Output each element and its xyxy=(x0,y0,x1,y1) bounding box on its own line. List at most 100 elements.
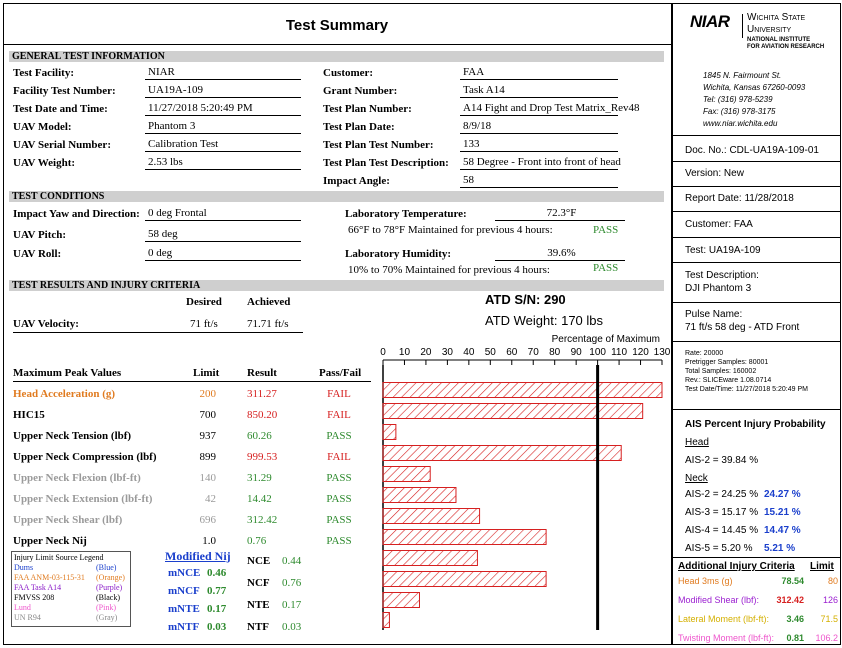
legend-color-tag: (Gray) xyxy=(96,613,118,622)
legend-entry: Lund (Pink) xyxy=(14,603,128,613)
temperature-status: PASS xyxy=(593,224,619,236)
col-header-underline xyxy=(13,381,371,382)
row-limit: 696 xyxy=(199,514,217,526)
bar xyxy=(382,445,622,461)
row-status: FAIL xyxy=(327,388,351,400)
total-samples: Total Samples: 160002 xyxy=(685,368,757,375)
criteria-value: 0.81 xyxy=(786,633,804,643)
niar-logo: NIAR xyxy=(690,12,730,31)
x-tick-label: 40 xyxy=(463,347,475,358)
row-status: PASS xyxy=(326,514,352,526)
general-label: Test Plan Test Description: xyxy=(323,157,449,169)
bar xyxy=(382,403,644,419)
col-header-status: Pass/Fail xyxy=(319,367,362,379)
row-limit: 937 xyxy=(199,430,217,442)
divider xyxy=(673,186,841,187)
general-label: UAV Weight: xyxy=(13,157,76,169)
doc-number: Doc. No.: CDL-UA19A-109-01 xyxy=(685,145,819,156)
divider xyxy=(673,211,841,212)
criteria-value: 312.42 xyxy=(776,595,804,605)
yaw-value: 0 deg Frontal xyxy=(145,207,301,221)
pulse-label: Pulse Name: xyxy=(685,309,743,320)
bar xyxy=(382,550,478,566)
row-status: PASS xyxy=(326,493,352,505)
row-limit: 1.0 xyxy=(202,535,216,547)
general-label: Impact Angle: xyxy=(323,175,390,187)
achieved-header: Achieved xyxy=(247,296,291,308)
test-info: Test: UA19A-109 xyxy=(685,245,761,256)
general-value: Phantom 3 xyxy=(145,120,301,134)
legend-entry: UN R94 (Gray) xyxy=(14,613,128,623)
test-description: DJI Phantom 3 xyxy=(685,283,752,294)
general-label: Test Facility: xyxy=(13,67,74,79)
pretrigger-samples: Pretrigger Samples: 80001 xyxy=(685,359,769,366)
pulse-name: 71 ft/s 58 deg - ATD Front xyxy=(685,322,800,333)
ais-head-label: Head xyxy=(685,437,709,448)
nij-label: NTF xyxy=(247,621,269,633)
general-label: Customer: xyxy=(323,67,374,79)
x-tick-label: 0 xyxy=(380,347,386,358)
legend-color-tag: (Black) xyxy=(96,593,120,602)
bar xyxy=(382,382,663,398)
nij-value: 0.76 xyxy=(282,577,302,589)
general-label: Grant Number: xyxy=(323,85,398,97)
row-result: 312.42 xyxy=(247,514,278,526)
version: Version: New xyxy=(685,168,744,179)
modified-nij-title: Modified Nij xyxy=(165,549,231,563)
bar xyxy=(382,508,481,524)
bar xyxy=(382,466,431,482)
humidity-label: Laboratory Humidity: xyxy=(345,248,452,260)
criteria-value: 3.46 xyxy=(786,614,804,624)
legend-entry: FAA Task A14 (Purple) xyxy=(14,583,128,593)
nij-label: mNCE xyxy=(168,567,201,579)
row-limit: 200 xyxy=(199,388,217,400)
x-tick-label: 10 xyxy=(399,347,411,358)
general-value: Task A14 xyxy=(460,84,618,98)
results-section-header: TEST RESULTS AND INJURY CRITERIA xyxy=(9,280,664,291)
legend-source: UN R94 xyxy=(14,613,41,622)
velocity-desired: 71 ft/s xyxy=(190,318,218,330)
row-status: FAIL xyxy=(327,451,351,463)
row-name: Upper Neck Compression (lbf) xyxy=(13,451,157,463)
col-header-name: Maximum Peak Values xyxy=(13,367,122,379)
university-name-line2: University xyxy=(747,24,792,35)
row-status: PASS xyxy=(326,535,352,547)
general-value: 58 Degree - Front into front of head xyxy=(460,156,621,170)
criteria-limit: 71.5 xyxy=(820,614,838,624)
criteria-limit: 106.2 xyxy=(815,633,838,643)
divider xyxy=(673,341,841,342)
yaw-label: Impact Yaw and Direction: xyxy=(13,208,140,220)
legend-color-tag: (Orange) xyxy=(96,573,125,582)
general-label: UAV Model: xyxy=(13,121,72,133)
ais-value: AIS-2 = 24.25 % xyxy=(685,489,759,500)
chart-title: Percentage of Maximum xyxy=(552,334,660,345)
x-tick-label: 90 xyxy=(571,347,583,358)
temperature-note: 66°F to 78°F Maintained for previous 4 h… xyxy=(348,224,553,236)
criteria-label: Head 3ms (g) xyxy=(678,576,733,586)
criteria-limit: 126 xyxy=(822,595,838,605)
injury-limit-legend: Injury Limit Source Legend Dums (Blue) FAA … xyxy=(11,551,131,627)
nij-value: 0.46 xyxy=(207,567,227,579)
university-name-line1: Wichita State xyxy=(747,12,806,23)
divider xyxy=(673,409,841,410)
row-result: 311.27 xyxy=(247,388,277,400)
divider xyxy=(673,262,841,263)
row-limit: 700 xyxy=(199,409,217,421)
logo-separator xyxy=(742,14,743,38)
divider xyxy=(673,557,841,558)
humidity-status: PASS xyxy=(593,262,619,274)
ais-value: AIS-3 = 15.17 % xyxy=(685,507,759,518)
criteria-label: Twisting Moment (lbf-ft): xyxy=(678,633,775,643)
test-datetime: Test Date/Time: 11/27/2018 5:20:49 PM xyxy=(685,386,808,393)
x-tick-label: 100 xyxy=(589,347,606,358)
main-frame xyxy=(3,3,673,645)
x-tick-label: 120 xyxy=(632,347,649,358)
row-status: PASS xyxy=(326,430,352,442)
address-line: Wichita, Kansas 67260-0093 xyxy=(703,83,806,92)
row-limit: 42 xyxy=(205,493,216,505)
row-name: Upper Neck Tension (lbf) xyxy=(13,430,132,442)
general-label: Test Date and Time: xyxy=(13,103,108,115)
general-label: Test Plan Date: xyxy=(323,121,395,133)
general-label: Test Plan Test Number: xyxy=(323,139,434,151)
legend-entry: Injury Limit Source Legend xyxy=(14,553,128,563)
